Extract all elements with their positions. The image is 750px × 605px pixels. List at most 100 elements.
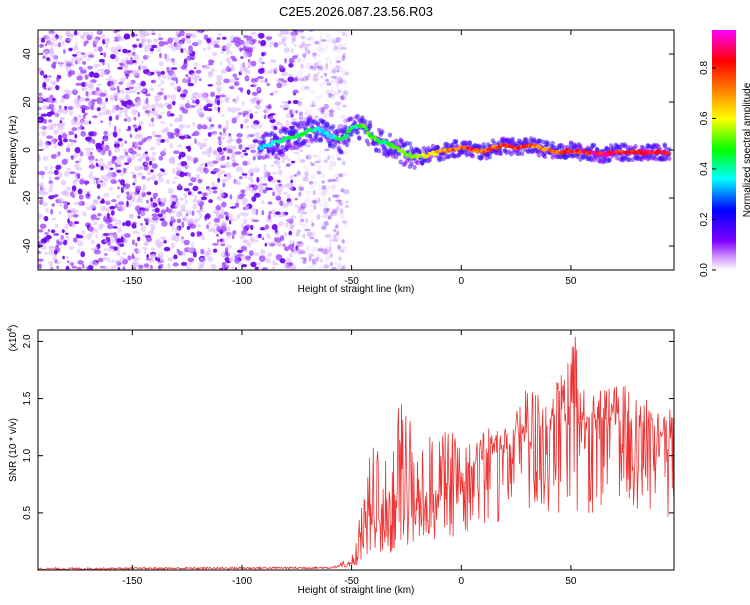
- noise-speck: [296, 170, 301, 176]
- noise-speck: [40, 245, 47, 250]
- noise-speck: [163, 246, 171, 252]
- noise-speck: [294, 245, 300, 251]
- noise-speck: [138, 30, 144, 36]
- noise-speck: [220, 188, 223, 194]
- noise-speck: [305, 50, 311, 55]
- noise-speck: [303, 258, 307, 262]
- noise-speck: [319, 63, 325, 67]
- noise-speck: [134, 104, 138, 107]
- noise-speck: [222, 36, 227, 40]
- noise-speck: [261, 210, 265, 216]
- noise-speck: [333, 44, 337, 47]
- noise-speck: [292, 55, 298, 60]
- noise-speck: [328, 92, 332, 98]
- noise-speck: [125, 105, 131, 110]
- noise-speck: [118, 127, 122, 134]
- noise-speck: [122, 48, 128, 54]
- noise-speck: [66, 255, 69, 260]
- noise-speck: [298, 111, 304, 116]
- noise-speck: [95, 162, 99, 167]
- noise-speck: [207, 46, 211, 50]
- noise-speck: [107, 223, 113, 230]
- ridge-halo: [318, 138, 324, 143]
- noise-speck: [88, 81, 94, 84]
- noise-speck: [322, 213, 327, 217]
- noise-speck: [299, 30, 304, 33]
- noise-speck: [192, 185, 199, 192]
- noise-speck: [150, 71, 155, 76]
- noise-speck: [72, 179, 77, 185]
- noise-speck: [226, 156, 230, 160]
- noise-speck: [216, 141, 224, 144]
- noise-speck: [244, 75, 250, 82]
- noise-speck: [265, 217, 273, 223]
- noise-speck: [180, 236, 185, 244]
- noise-speck: [193, 92, 200, 96]
- noise-speck: [338, 200, 345, 204]
- ridge-halo: [409, 161, 414, 167]
- noise-speck: [304, 111, 310, 116]
- noise-speck: [297, 248, 302, 256]
- noise-speck: [114, 104, 120, 111]
- noise-speck: [180, 261, 188, 266]
- noise-speck: [137, 141, 144, 146]
- noise-speck: [284, 57, 287, 64]
- noise-speck: [289, 215, 297, 219]
- noise-speck: [172, 180, 176, 184]
- noise-speck: [130, 199, 136, 203]
- noise-speck: [75, 60, 78, 65]
- noise-speck: [140, 135, 144, 142]
- noise-speck: [183, 47, 187, 51]
- noise-speck: [203, 138, 208, 141]
- noise-speck: [311, 181, 318, 186]
- noise-speck: [170, 67, 178, 70]
- noise-speck: [281, 73, 285, 77]
- noise-speck: [239, 193, 246, 197]
- noise-speck: [116, 33, 122, 40]
- noise-speck: [218, 82, 223, 86]
- noise-speck: [122, 186, 127, 191]
- noise-speck: [47, 97, 53, 102]
- noise-speck: [54, 193, 59, 197]
- noise-speck: [175, 226, 180, 233]
- noise-speck: [135, 86, 138, 91]
- noise-speck: [215, 223, 220, 228]
- noise-speck: [48, 245, 55, 249]
- noise-speck: [84, 147, 91, 151]
- noise-speck: [93, 221, 98, 226]
- noise-speck: [116, 85, 120, 91]
- noise-speck: [343, 189, 350, 195]
- noise-speck: [193, 251, 197, 258]
- noise-speck: [217, 177, 221, 183]
- noise-speck: [171, 225, 175, 231]
- noise-speck: [54, 223, 59, 229]
- noise-speck: [282, 243, 286, 247]
- ridge-point: [665, 151, 671, 155]
- noise-speck: [284, 106, 290, 111]
- noise-speck: [160, 197, 168, 204]
- noise-speck: [92, 176, 97, 182]
- noise-speck: [328, 165, 333, 171]
- noise-speck: [136, 38, 140, 42]
- noise-speck: [167, 104, 172, 110]
- ridge-halo: [275, 143, 281, 149]
- noise-speck: [337, 264, 341, 270]
- ridge-halo: [343, 124, 348, 130]
- noise-speck: [301, 223, 308, 229]
- figure-title: C2E5.2026.087.23.56.R03: [279, 4, 433, 19]
- spectrogram-ridge: [257, 113, 672, 170]
- noise-speck: [237, 214, 240, 220]
- noise-speck: [228, 139, 235, 142]
- noise-speck: [249, 146, 256, 150]
- noise-speck: [336, 81, 343, 85]
- noise-speck: [187, 257, 195, 263]
- noise-speck: [311, 75, 316, 80]
- noise-speck: [212, 209, 220, 214]
- noise-speck: [336, 154, 342, 161]
- noise-speck: [315, 95, 320, 100]
- noise-speck: [44, 252, 49, 255]
- ridge-halo: [377, 148, 382, 154]
- noise-speck: [343, 171, 349, 177]
- noise-speck: [264, 224, 270, 230]
- noise-speck: [285, 163, 291, 167]
